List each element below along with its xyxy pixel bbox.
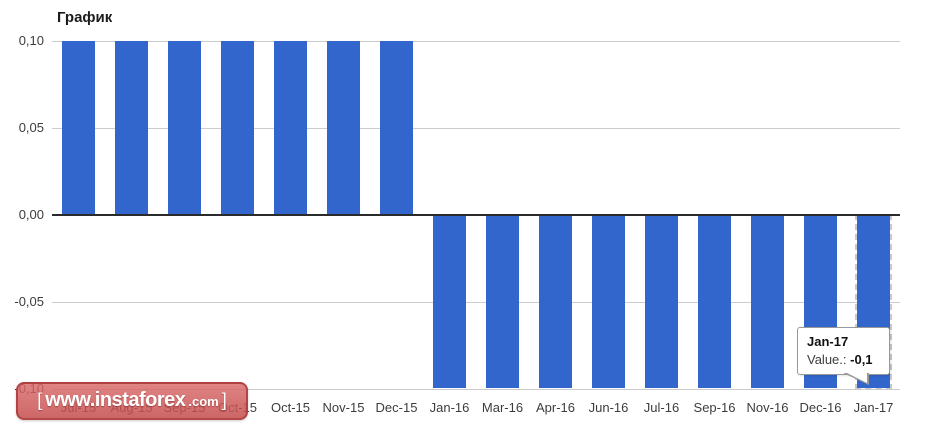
gridline: [52, 41, 900, 42]
x-axis-label: Jan-17: [853, 400, 894, 415]
tooltip-value-label: Value.:: [807, 352, 847, 367]
tooltip: Jan-17 Value.: -0,1: [797, 327, 890, 375]
bar-jul-16[interactable]: [645, 216, 678, 388]
x-axis-label: Nov-15: [322, 400, 365, 415]
gridline: [52, 128, 900, 129]
bar-apr-16[interactable]: [539, 216, 572, 388]
x-axis-label: Jun-16: [588, 400, 629, 415]
gridline: [52, 389, 900, 390]
tooltip-pointer: [845, 372, 867, 383]
watermark-bracket-right: ]: [221, 390, 227, 410]
bar-aug-15[interactable]: [115, 41, 148, 214]
x-axis-label: Nov-16: [746, 400, 789, 415]
chart-title: График: [57, 9, 113, 26]
x-axis-label: Mar-16: [481, 400, 524, 415]
tooltip-value-row: Value.: -0,1: [807, 352, 889, 367]
gridline: [52, 302, 900, 303]
x-axis-label: Dec-16: [799, 400, 842, 415]
x-axis-label: Apr-16: [535, 400, 576, 415]
x-axis-label: Sep-16: [693, 400, 736, 415]
watermark-domain: www.instaforex: [45, 389, 186, 411]
bar-sep-16[interactable]: [698, 216, 731, 388]
tooltip-title: Jan-17: [807, 334, 849, 349]
x-axis-label: Jan-16: [429, 400, 470, 415]
y-axis-label: 0,10: [18, 33, 44, 48]
bar-jul-15[interactable]: [62, 41, 95, 214]
y-axis-label: -0,05: [14, 294, 44, 309]
x-axis-label: Jul-16: [643, 400, 680, 415]
x-axis-label: Oct-15: [270, 400, 310, 415]
watermark-bracket-left: [: [37, 390, 43, 410]
bar-nov-16[interactable]: [751, 216, 784, 388]
y-axis-label: 0,00: [18, 207, 44, 222]
bar-jun-16[interactable]: [592, 216, 625, 388]
y-axis-label: 0,05: [18, 120, 44, 135]
x-axis-zero-line: [52, 214, 900, 216]
bar-dec-15[interactable]: [380, 41, 413, 214]
bar-oct-15[interactable]: [274, 41, 307, 214]
instaforex-watermark: [ www.instaforex .com ]: [16, 382, 248, 420]
bar-jan-16[interactable]: [433, 216, 466, 388]
tooltip-value: -0,1: [850, 352, 873, 367]
watermark-tld: .com: [188, 394, 219, 409]
bar-nov-15[interactable]: [327, 41, 360, 214]
bar-sep-15[interactable]: [168, 41, 201, 214]
bar-oct-15[interactable]: [221, 41, 254, 214]
x-axis-label: Dec-15: [375, 400, 418, 415]
bar-mar-16[interactable]: [486, 216, 519, 388]
